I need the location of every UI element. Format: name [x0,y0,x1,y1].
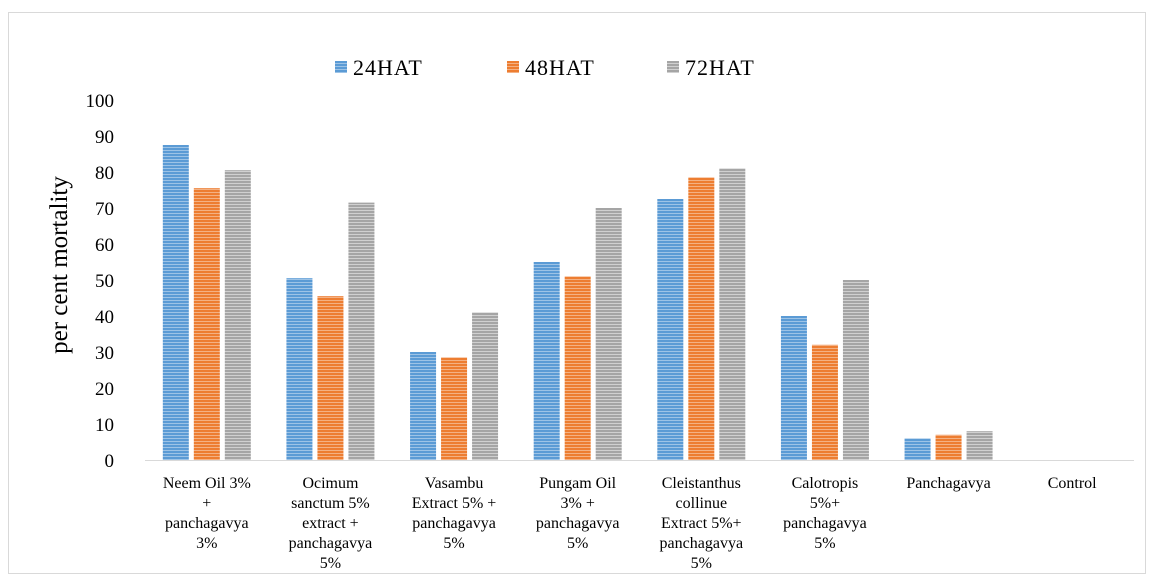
bar-48hat-6 [935,434,962,460]
bar-48hat-0 [193,188,220,460]
y-tick-label: 30 [95,343,114,364]
x-category-label: 5% [691,555,712,572]
y-axis: 0 10 20 30 40 50 60 70 80 90 100 [86,91,115,472]
bar-72hat-4 [719,168,746,460]
y-axis-title: per cent mortality [46,176,73,354]
bar-24hat-5 [780,316,807,460]
x-category-label: panchagavya [783,515,867,532]
y-tick-label: 60 [95,235,114,256]
y-tick-label: 100 [86,91,115,112]
bar-72hat-0 [224,170,251,460]
legend-swatch-72hat [667,61,679,73]
x-category-label: 5% [320,555,341,572]
legend-swatch-24hat [335,61,347,73]
x-category-label: panchagavya [412,515,496,532]
x-category-label: Cleistanthus [662,475,741,492]
x-category-label: Vasambu [425,475,484,492]
x-category-label: + [202,495,211,512]
x-category-label: 5% [443,535,464,552]
bar-48hat-4 [688,177,715,460]
x-category-label: Panchagavya [906,475,990,492]
bar-48hat-3 [564,276,591,460]
x-category-label: sanctum 5% [291,495,370,512]
legend-label-24hat: 24HAT [353,55,423,80]
bar-24hat-1 [286,278,313,460]
bar-chart: 24HAT 48HAT 72HAT 0 10 20 30 40 50 60 70 80 90 100 N… [46,55,1134,572]
x-axis: Neem Oil 3% + panchagavya 3% Ocimum sanctum 5… [145,460,1134,572]
x-category-label: 5% [814,535,835,552]
y-tick-label: 70 [95,199,114,220]
x-category-label: panchagavya [165,515,249,532]
x-category-label: panchagavya [660,535,744,552]
x-category-label: 5% [567,535,588,552]
bar-72hat-3 [595,208,622,460]
bars [162,145,993,460]
bar-24hat-6 [904,438,931,460]
bar-72hat-2 [472,312,499,460]
y-tick-label: 90 [95,127,114,148]
x-category-label: 3% [196,535,217,552]
chart-frame: 24HAT 48HAT 72HAT 0 10 20 30 40 50 60 70 80 90 100 N… [8,12,1146,574]
x-category-label: Extract 5%+ [661,515,742,532]
x-category-label: extract + [302,515,359,532]
bar-24hat-4 [657,199,684,460]
y-tick-label: 10 [95,415,114,436]
x-category-label: Extract 5% + [412,495,497,512]
y-tick-label: 80 [95,163,114,184]
bar-48hat-2 [441,357,468,460]
bar-24hat-3 [533,262,560,460]
x-category-label: 5%+ [810,495,840,512]
legend-label-48hat: 48HAT [525,55,595,80]
y-tick-label: 50 [95,271,114,292]
bar-24hat-0 [162,145,189,460]
bar-72hat-6 [966,431,993,460]
legend-label-72hat: 72HAT [685,55,755,80]
bar-24hat-2 [410,352,437,460]
bar-48hat-5 [811,344,838,460]
legend-swatch-48hat [507,61,519,73]
legend: 24HAT 48HAT 72HAT [335,55,755,80]
x-category-label: Pungam Oil [539,475,616,492]
x-category-label: collinue [676,495,728,512]
x-category-label: 3% + [561,495,595,512]
x-category-label: Ocimum [302,475,359,492]
bar-72hat-5 [842,280,869,460]
x-category-label: Calotropis [792,475,859,492]
x-category-label: panchagavya [536,515,620,532]
y-tick-label: 20 [95,379,114,400]
bar-48hat-1 [317,296,344,460]
x-category-label: Control [1048,475,1097,492]
y-tick-label: 0 [105,451,115,472]
x-category-label: Neem Oil 3% [163,475,251,492]
y-tick-label: 40 [95,307,114,328]
bar-72hat-1 [348,202,375,460]
x-category-label: panchagavya [289,535,373,552]
